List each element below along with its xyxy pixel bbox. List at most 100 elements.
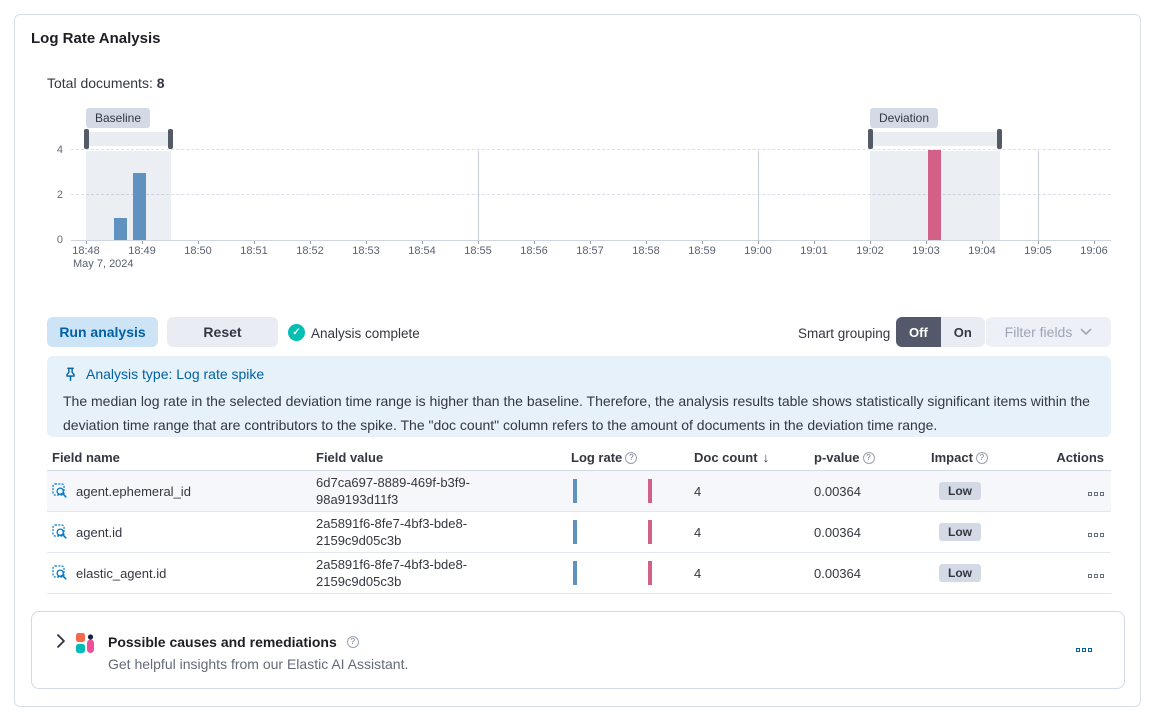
main-panel: Log Rate Analysis Total documents: 8 Bas…: [14, 14, 1141, 707]
x-tick-label: 18:51: [240, 245, 268, 257]
p-value: 0.00364: [814, 524, 861, 540]
log-rate-mini-chart: [571, 560, 671, 586]
x-tick-label: 18:52: [296, 245, 324, 257]
possible-causes-panel[interactable]: Possible causes and remediations ? Get h…: [31, 611, 1125, 689]
field-value: 2a5891f6-8fe7-4bf3-bde8-2159c9d05c3b: [316, 557, 468, 589]
baseline-bar: [133, 172, 147, 240]
x-tick-label: 18:58: [632, 245, 660, 257]
header-actions: Actions: [1056, 449, 1104, 465]
table-row: agent.id 2a5891f6-8fe7-4bf3-bde8-2159c9d…: [47, 512, 1111, 553]
x-tick-label: 18:56: [520, 245, 548, 257]
x-axis-date-label: May 7, 2024: [73, 258, 134, 270]
x-tick-label: 18:49: [128, 245, 156, 257]
question-in-circle-icon[interactable]: ?: [625, 451, 638, 464]
page-title: Log Rate Analysis: [31, 30, 161, 47]
filter-fields-button[interactable]: Filter fields: [986, 317, 1111, 347]
total-documents-label: Total documents:: [47, 75, 153, 91]
field-inspect-icon[interactable]: [52, 524, 68, 540]
insights-title: Possible causes and remediations: [108, 634, 337, 650]
x-tick-label: 19:06: [1080, 245, 1108, 257]
smart-grouping-off-button[interactable]: Off: [896, 317, 941, 347]
reset-button[interactable]: Reset: [167, 317, 278, 347]
chevron-right-icon[interactable]: [55, 634, 67, 648]
baseline-brush-right-handle[interactable]: [168, 129, 174, 149]
field-inspect-icon[interactable]: [52, 565, 68, 581]
analysis-results-table: Field name Field value Log rate? Doc cou…: [47, 444, 1111, 594]
p-value: 0.00364: [814, 483, 861, 499]
table-row: elastic_agent.id 2a5891f6-8fe7-4bf3-bde8…: [47, 553, 1111, 594]
log-rate-mini-chart: [571, 478, 671, 504]
field-inspect-icon[interactable]: [52, 483, 68, 499]
baseline-brush[interactable]: [84, 129, 174, 149]
smart-grouping-label: Smart grouping: [798, 326, 891, 341]
deviation-mini-bar: [648, 561, 652, 585]
question-in-circle-icon[interactable]: ?: [346, 636, 359, 648]
field-name: agent.ephemeral_id: [76, 483, 191, 499]
table-header-row: Field name Field value Log rate? Doc cou…: [47, 444, 1111, 471]
table-row: agent.ephemeral_id 6d7ca697-8889-469f-b3…: [47, 471, 1111, 512]
x-tick-label: 18:57: [576, 245, 604, 257]
deviation-badge: Deviation: [870, 108, 939, 128]
total-documents-value: 8: [156, 75, 165, 91]
log-rate-mini-chart: [571, 519, 671, 545]
header-p-value[interactable]: p-value?: [809, 450, 926, 465]
x-tick-label: 19:01: [800, 245, 828, 257]
deviation-brush[interactable]: [868, 129, 1002, 149]
deviation-brush-right-handle[interactable]: [996, 129, 1002, 149]
header-field-name[interactable]: Field name: [52, 449, 120, 465]
row-actions-button[interactable]: [1088, 532, 1104, 537]
question-in-circle-icon[interactable]: ?: [862, 451, 875, 464]
header-field-value[interactable]: Field value: [316, 449, 384, 465]
row-actions-button[interactable]: [1088, 491, 1104, 496]
p-value: 0.00364: [814, 565, 861, 581]
sort-descending-icon: ↓: [762, 449, 770, 465]
x-tick-label: 18:54: [408, 245, 436, 257]
x-tick-label: 18:59: [688, 245, 716, 257]
filter-fields-label: Filter fields: [1004, 324, 1073, 340]
y-tick-label: 0: [56, 234, 63, 246]
impact-badge: Low: [939, 564, 981, 582]
insights-title-row: Possible causes and remediations ?: [108, 634, 359, 650]
histogram-plot-area[interactable]: 0 2 4: [57, 144, 1111, 246]
deviation-mini-bar: [648, 520, 652, 544]
x-tick-label: 18:50: [184, 245, 212, 257]
y-tick-label: 2: [56, 189, 63, 201]
run-analysis-button[interactable]: Run analysis: [47, 317, 158, 347]
header-impact[interactable]: Impact?: [926, 450, 1056, 465]
pin-icon: [66, 367, 75, 381]
x-tick-label: 19:02: [856, 245, 884, 257]
deviation-brush-left-handle[interactable]: [868, 129, 873, 149]
x-tick-label: 19:00: [744, 245, 772, 257]
field-name: agent.id: [76, 524, 123, 540]
x-tick-label: 18:53: [352, 245, 380, 257]
chevron-down-icon: [1081, 328, 1092, 335]
row-actions-button[interactable]: [1088, 573, 1104, 578]
x-tick-label: 18:48: [72, 245, 100, 257]
smart-grouping-toggle: Off On: [896, 317, 985, 347]
callout-body: The median log rate in the selected devi…: [63, 393, 1090, 433]
baseline-bar: [113, 217, 127, 240]
x-tick-label: 19:04: [968, 245, 996, 257]
insights-subtitle: Get helpful insights from our Elastic AI…: [108, 656, 409, 672]
x-tick-label: 19:03: [912, 245, 940, 257]
callout-title: Analysis type: Log rate spike: [86, 366, 265, 382]
impact-badge: Low: [939, 482, 981, 500]
header-doc-count[interactable]: Doc count ↓: [694, 449, 770, 465]
field-value: 6d7ca697-8889-469f-b3f9-98a9193d11f3: [316, 475, 470, 507]
question-in-circle-icon[interactable]: ?: [975, 451, 988, 464]
elastic-ai-assistant-icon: [76, 633, 94, 653]
field-name: elastic_agent.id: [76, 565, 167, 581]
baseline-mini-bar: [573, 520, 577, 544]
smart-grouping-on-button[interactable]: On: [940, 317, 985, 347]
insights-actions-button[interactable]: [1076, 648, 1092, 652]
baseline-mini-bar: [573, 479, 577, 503]
deviation-mini-bar: [648, 479, 652, 503]
baseline-brush-left-handle[interactable]: [84, 129, 89, 149]
x-tick-label: 18:55: [464, 245, 492, 257]
header-log-rate[interactable]: Log rate?: [566, 450, 689, 465]
deviation-bar: [928, 150, 942, 240]
doc-count-value: 4: [694, 565, 702, 581]
doc-count-value: 4: [694, 524, 702, 540]
